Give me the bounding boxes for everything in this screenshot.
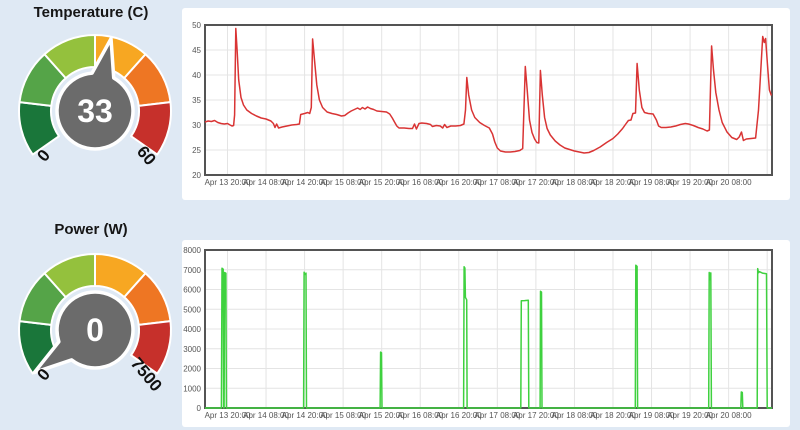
temperature-gauge: 330 60 bbox=[18, 34, 172, 169]
x-tick-label: Apr 18 08:00 bbox=[552, 178, 598, 187]
series-line bbox=[205, 264, 772, 409]
y-tick-label: 45 bbox=[192, 46, 201, 55]
gauge-min-label: 0 bbox=[33, 146, 54, 165]
x-tick-label: Apr 14 20:00 bbox=[282, 178, 328, 187]
y-tick-label: 25 bbox=[192, 146, 201, 155]
y-tick-label: 8000 bbox=[183, 246, 201, 255]
gauge-segment bbox=[130, 320, 172, 375]
gauge-value: 33 bbox=[77, 93, 113, 129]
x-tick-label: Apr 19 20:00 bbox=[667, 411, 713, 420]
y-tick-label: 30 bbox=[192, 121, 201, 130]
y-tick-label: 3000 bbox=[183, 345, 201, 354]
x-tick-label: Apr 14 20:00 bbox=[282, 411, 328, 420]
x-tick-label: Apr 17 08:00 bbox=[474, 411, 520, 420]
power-chart: 0 1000 2000 3000 4000 5000 6000 7000 8000 Apr 13 … bbox=[183, 246, 773, 420]
x-tick-label: Apr 17 20:00 bbox=[513, 411, 559, 420]
y-tick-label: 7000 bbox=[183, 266, 201, 275]
gauge-needle bbox=[55, 37, 135, 151]
x-tick-label: Apr 17 08:00 bbox=[474, 178, 520, 187]
x-tick-label: Apr 15 20:00 bbox=[359, 178, 405, 187]
x-tick-label: Apr 14 08:00 bbox=[243, 411, 289, 420]
power-chart-panel: 0 1000 2000 3000 4000 5000 6000 7000 8000 Apr 13 … bbox=[182, 240, 790, 427]
x-tick-label: Apr 18 20:00 bbox=[590, 411, 636, 420]
x-tick-label: Apr 19 08:00 bbox=[629, 178, 675, 187]
series-line bbox=[204, 27, 773, 154]
x-tick-label: Apr 16 08:00 bbox=[397, 411, 443, 420]
x-tick-label: Apr 20 08:00 bbox=[706, 178, 752, 187]
gauge-segment bbox=[130, 101, 172, 156]
y-tick-label: 5000 bbox=[183, 305, 201, 314]
x-tick-label: Apr 19 08:00 bbox=[629, 411, 675, 420]
x-tick-label: Apr 16 20:00 bbox=[436, 178, 482, 187]
y-tick-label: 0 bbox=[197, 404, 202, 413]
gauge-needle bbox=[32, 290, 135, 375]
y-tick-label: 40 bbox=[192, 71, 201, 80]
y-tick-label: 50 bbox=[192, 21, 201, 30]
x-tick-label: Apr 18 08:00 bbox=[552, 411, 598, 420]
y-tick-label: 1000 bbox=[183, 384, 201, 393]
x-tick-label: Apr 15 08:00 bbox=[320, 178, 366, 187]
y-tick-label: 20 bbox=[192, 171, 201, 180]
x-tick-label: Apr 19 20:00 bbox=[667, 178, 713, 187]
x-tick-label: Apr 17 20:00 bbox=[513, 178, 559, 187]
x-tick-label: Apr 20 08:00 bbox=[706, 411, 752, 420]
x-tick-label: Apr 13 20:00 bbox=[205, 411, 251, 420]
x-tick-label: Apr 13 20:00 bbox=[205, 178, 251, 187]
y-tick-label: 35 bbox=[192, 96, 201, 105]
y-tick-label: 4000 bbox=[183, 325, 201, 334]
power-gauge-title: Power (W) bbox=[54, 221, 128, 238]
x-tick-label: Apr 15 20:00 bbox=[359, 411, 405, 420]
power-gauge: 00 7500 bbox=[18, 253, 172, 391]
x-tick-label: Apr 16 08:00 bbox=[397, 178, 443, 187]
y-tick-label: 6000 bbox=[183, 286, 201, 295]
y-tick-label: 2000 bbox=[183, 365, 201, 374]
x-tick-label: Apr 16 20:00 bbox=[436, 411, 482, 420]
temperature-gauge-title: Temperature (C) bbox=[33, 4, 149, 21]
x-tick-label: Apr 15 08:00 bbox=[320, 411, 366, 420]
x-tick-label: Apr 14 08:00 bbox=[243, 178, 289, 187]
temperature-chart-panel: 20 25 30 35 40 45 50 Apr 13 20:00 Apr 14 08:00 Ap… bbox=[182, 8, 790, 200]
plot-border bbox=[204, 24, 773, 176]
x-tick-label: Apr 18 20:00 bbox=[590, 178, 636, 187]
gauge-value: 0 bbox=[86, 312, 104, 348]
